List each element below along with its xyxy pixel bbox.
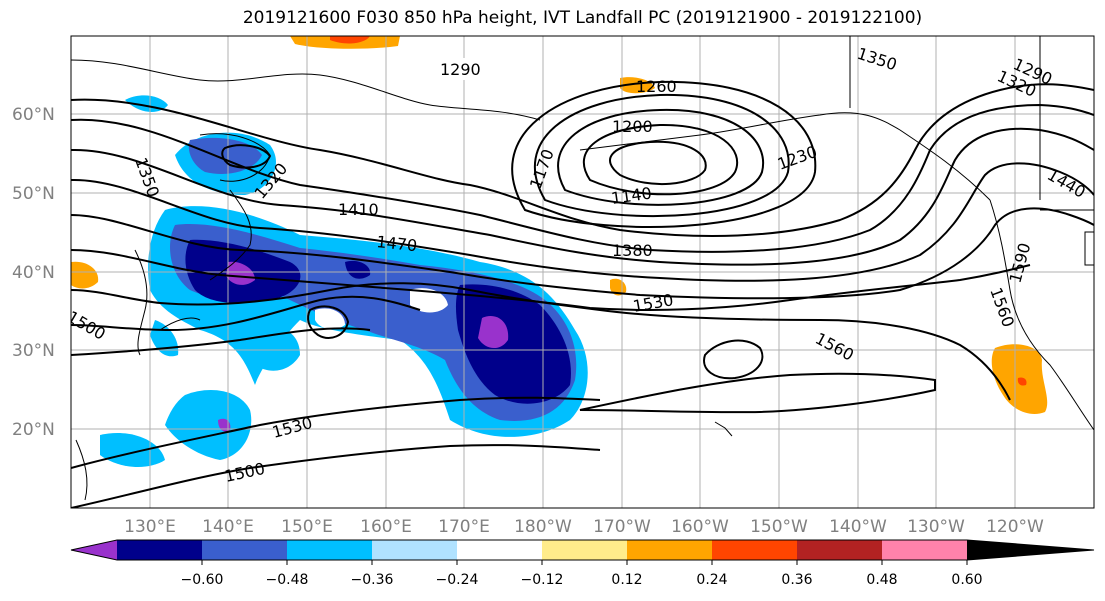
colorbar-swatch: [882, 540, 967, 560]
colorbar-swatch: [117, 540, 202, 560]
lon-label: 180°W: [514, 517, 572, 537]
colorbar-swatch: [457, 540, 542, 560]
latitude-labels: 60°N 50°N 40°N 30°N 20°N: [12, 105, 55, 440]
colorbar-tick-label: 0.48: [866, 572, 897, 588]
lon-label: 130°E: [124, 517, 176, 537]
ivt-positive-shading: [71, 36, 1048, 415]
contour-label: 1470: [376, 232, 418, 255]
colorbar-tick-label: 0.60: [951, 572, 982, 588]
colorbar-tick-label: −0.60: [181, 572, 224, 588]
colorbar-tick-label: −0.48: [266, 572, 309, 588]
colorbar-tick-label: −0.24: [436, 572, 479, 588]
colorbar-swatch: [712, 540, 797, 560]
lat-label: 30°N: [12, 341, 55, 361]
colorbar-outline: [70, 539, 1095, 561]
colorbar-tick-label: 0.24: [696, 572, 727, 588]
lon-label: 140°W: [829, 517, 887, 537]
colorbar-tick-label: −0.12: [521, 572, 564, 588]
coastlines: [71, 36, 1094, 501]
contour-label: 1380: [612, 241, 653, 260]
colorbar-swatch: [202, 540, 287, 560]
colorbar-swatch: [797, 540, 882, 560]
colorbar-tick-label: −0.36: [351, 572, 394, 588]
colorbar: −0.60 −0.48 −0.36 −0.24 −0.12 0.12 0.24 …: [70, 539, 1095, 588]
colorbar-tick-label: 0.12: [611, 572, 642, 588]
lon-label: 160°W: [671, 517, 729, 537]
contour-label: 1290: [440, 60, 481, 79]
colorbar-swatch: [71, 540, 117, 560]
lon-label: 140°E: [202, 517, 254, 537]
colorbar-swatch: [967, 540, 1094, 560]
map-title: 2019121600 F030 850 hPa height, IVT Land…: [242, 8, 923, 28]
lat-label: 40°N: [12, 263, 55, 283]
contour-label: 1260: [636, 77, 677, 96]
lon-label: 120°W: [986, 517, 1044, 537]
colorbar-swatch: [627, 540, 712, 560]
lat-label: 60°N: [12, 105, 55, 125]
colorbar-swatch: [287, 540, 372, 560]
lon-label: 170°W: [593, 517, 651, 537]
lon-label: 150°W: [750, 517, 808, 537]
lat-label: 20°N: [12, 420, 55, 440]
colorbar-tick-label: 0.36: [781, 572, 812, 588]
plot-area: 1290 1350 1320 1290 1260 1200 1170 1140 …: [71, 36, 1094, 508]
contour-label: 1200: [612, 117, 653, 136]
gridlines: [71, 36, 1094, 508]
lon-label: 130°W: [907, 517, 965, 537]
colorbar-swatch: [372, 540, 457, 560]
plot-frame: [70, 35, 1095, 509]
ivt-shading: [100, 95, 588, 467]
lon-label: 170°E: [438, 517, 490, 537]
contour-label: 1410: [338, 200, 379, 219]
lon-label: 160°E: [360, 517, 412, 537]
height-contours: [71, 80, 1094, 508]
lat-label: 50°N: [12, 184, 55, 204]
colorbar-swatch: [542, 540, 627, 560]
lon-label: 150°E: [281, 517, 333, 537]
longitude-labels: 130°E 140°E 150°E 160°E 170°E 180°W 170°…: [124, 517, 1044, 537]
